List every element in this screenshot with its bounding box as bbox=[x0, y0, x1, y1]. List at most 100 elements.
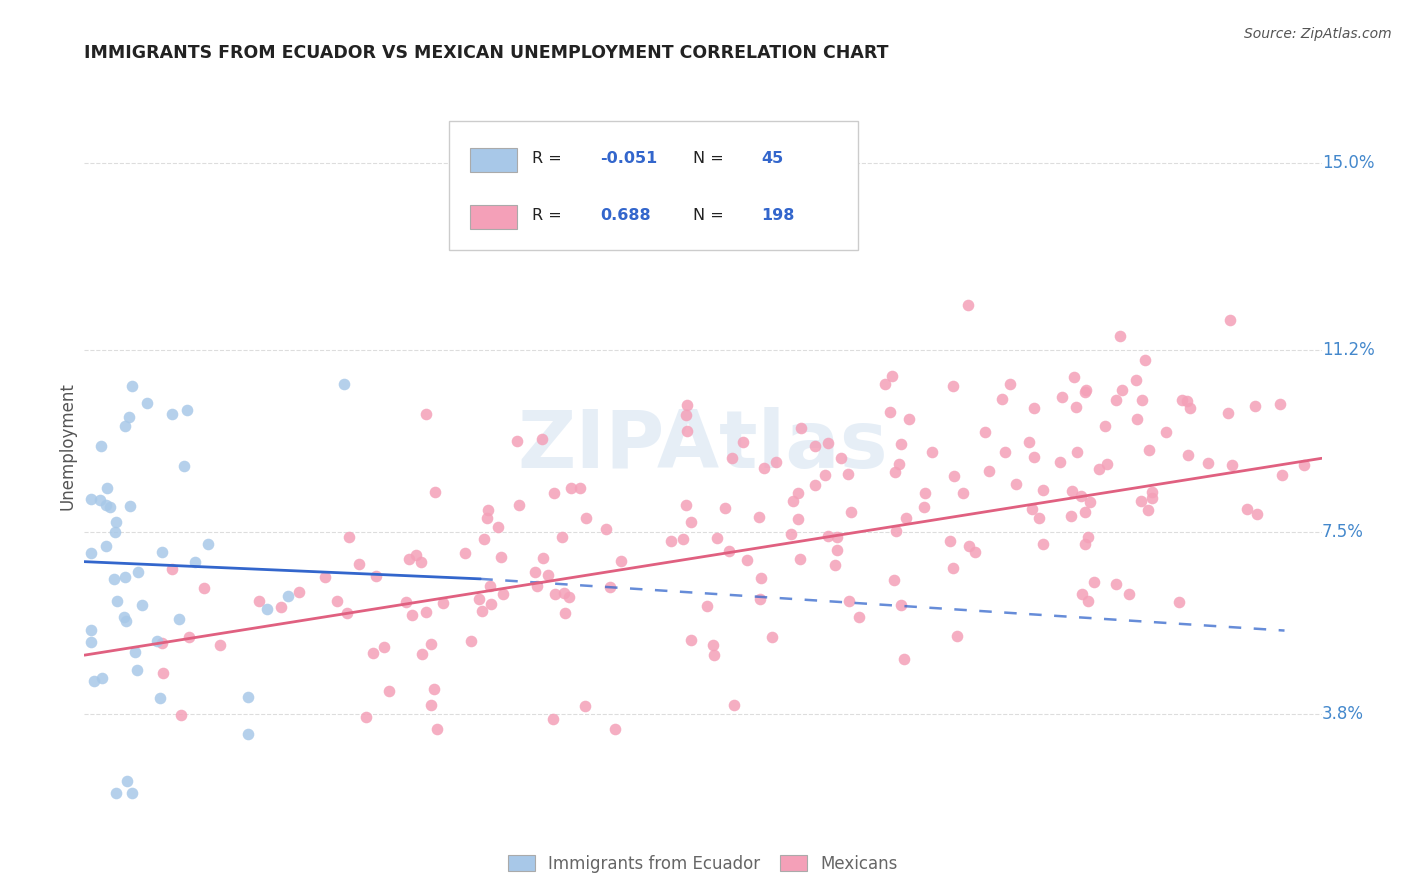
Point bbox=[247, 594, 270, 608]
Point bbox=[491, 549, 513, 564]
Point bbox=[790, 421, 813, 435]
Text: Source: ZipAtlas.com: Source: ZipAtlas.com bbox=[1244, 27, 1392, 41]
Point bbox=[1125, 373, 1147, 387]
Point bbox=[114, 570, 136, 584]
Point bbox=[1137, 442, 1160, 457]
Point bbox=[1118, 587, 1140, 601]
Point bbox=[914, 486, 936, 500]
Point bbox=[942, 378, 965, 392]
Point bbox=[679, 633, 702, 648]
Point bbox=[422, 681, 444, 696]
Point bbox=[717, 543, 740, 558]
Point bbox=[1246, 507, 1268, 521]
Point bbox=[79, 635, 101, 649]
Point bbox=[472, 533, 495, 547]
Point bbox=[965, 545, 987, 559]
Point bbox=[79, 492, 101, 507]
Point bbox=[479, 579, 502, 593]
Point bbox=[1066, 445, 1088, 459]
Point bbox=[887, 458, 910, 472]
Point bbox=[713, 501, 735, 516]
Point bbox=[595, 522, 617, 536]
Point bbox=[1080, 495, 1102, 509]
Point bbox=[676, 425, 699, 439]
Point bbox=[526, 579, 548, 593]
Point bbox=[544, 587, 567, 601]
Point bbox=[152, 665, 174, 680]
Point bbox=[786, 486, 808, 500]
Point bbox=[952, 486, 974, 500]
Point bbox=[150, 636, 173, 650]
Point bbox=[1130, 393, 1153, 408]
Point bbox=[554, 606, 576, 620]
Text: R =: R = bbox=[533, 152, 567, 166]
Point bbox=[1073, 505, 1095, 519]
Point bbox=[454, 546, 477, 560]
Point bbox=[706, 531, 728, 545]
Text: 3.8%: 3.8% bbox=[1322, 706, 1364, 723]
Point bbox=[177, 630, 200, 644]
Point bbox=[1024, 450, 1046, 464]
Point bbox=[277, 589, 299, 603]
Point bbox=[537, 568, 560, 582]
Text: 15.0%: 15.0% bbox=[1322, 154, 1374, 172]
Point bbox=[1109, 328, 1132, 343]
Point bbox=[884, 465, 907, 479]
Point bbox=[336, 607, 359, 621]
Point bbox=[208, 638, 231, 652]
Point bbox=[1094, 419, 1116, 434]
Point bbox=[789, 552, 811, 566]
Point bbox=[492, 587, 515, 601]
Point bbox=[1180, 401, 1202, 415]
Point bbox=[998, 377, 1021, 392]
Point bbox=[825, 543, 848, 558]
Point bbox=[105, 594, 128, 608]
Point bbox=[170, 708, 193, 723]
Point bbox=[1060, 483, 1083, 498]
Point bbox=[723, 698, 745, 712]
Point bbox=[531, 432, 554, 446]
Point bbox=[432, 596, 454, 610]
Point bbox=[721, 451, 744, 466]
Point bbox=[1060, 508, 1083, 523]
Point bbox=[1049, 455, 1071, 469]
Point bbox=[366, 568, 388, 582]
Point bbox=[124, 645, 146, 659]
Point bbox=[883, 573, 905, 587]
Point bbox=[825, 530, 848, 544]
Point bbox=[419, 637, 441, 651]
Point bbox=[661, 533, 683, 548]
Point bbox=[752, 461, 775, 475]
Point bbox=[79, 546, 101, 560]
Point bbox=[378, 684, 401, 698]
Point bbox=[748, 510, 770, 524]
Point bbox=[150, 545, 173, 559]
Point bbox=[104, 525, 127, 540]
Point bbox=[1064, 400, 1087, 414]
Point bbox=[1028, 511, 1050, 525]
Point bbox=[356, 710, 378, 724]
Point bbox=[1077, 594, 1099, 608]
Point bbox=[117, 409, 139, 424]
Point bbox=[575, 511, 598, 525]
Point bbox=[1142, 491, 1164, 505]
Point bbox=[89, 493, 111, 508]
Point bbox=[837, 467, 859, 481]
Point bbox=[890, 598, 912, 612]
Point bbox=[939, 534, 962, 549]
Point bbox=[837, 594, 859, 608]
Point bbox=[1024, 401, 1046, 415]
Point bbox=[112, 610, 135, 624]
Point bbox=[1073, 536, 1095, 550]
Text: ZIPAtlas: ZIPAtlas bbox=[517, 407, 889, 485]
Point bbox=[90, 439, 112, 453]
Point bbox=[131, 598, 153, 612]
Point bbox=[543, 486, 565, 500]
Point bbox=[423, 485, 446, 500]
Point bbox=[508, 498, 530, 512]
Point bbox=[804, 478, 827, 492]
Point bbox=[1268, 397, 1291, 411]
Point bbox=[184, 555, 207, 569]
Point bbox=[173, 458, 195, 473]
FancyBboxPatch shape bbox=[471, 148, 517, 172]
